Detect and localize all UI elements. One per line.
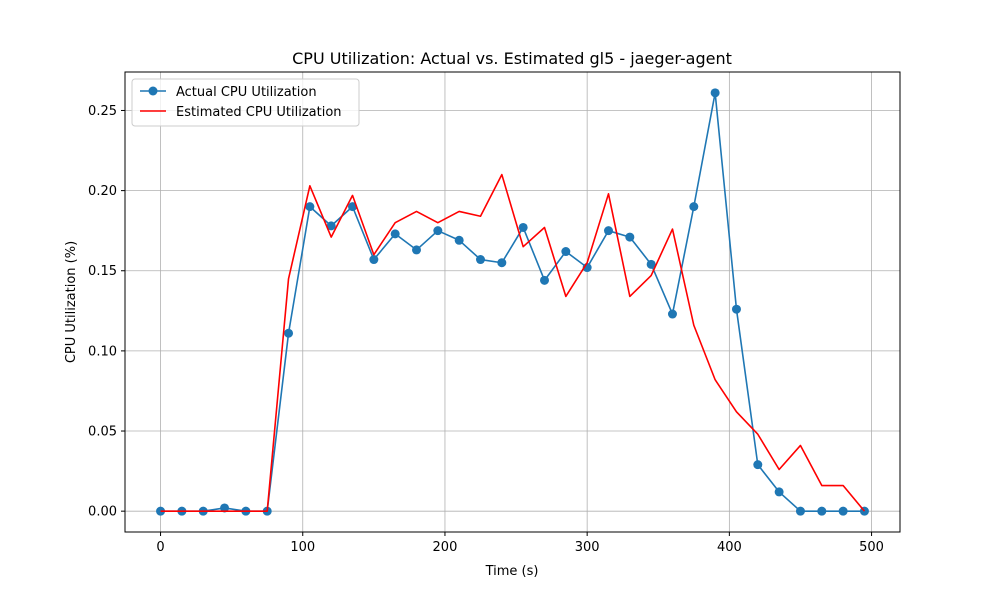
- legend-actual-marker: [148, 86, 158, 96]
- y-tick-label: 0.15: [88, 264, 117, 279]
- x-tick-label: 500: [859, 540, 884, 555]
- legend-box: [131, 78, 360, 127]
- x-tick-label: 200: [433, 540, 458, 555]
- grid-lines: [125, 72, 900, 532]
- data-point-actual: [838, 506, 848, 516]
- data-point-actual: [454, 235, 464, 245]
- data-point-actual: [774, 487, 784, 497]
- x-tick-label: 0: [156, 540, 164, 555]
- series-line-estimated: [160, 173, 866, 512]
- data-point-actual: [731, 304, 741, 314]
- data-point-actual: [390, 229, 400, 239]
- plot-area-frame: [124, 71, 901, 533]
- data-point-actual: [497, 258, 507, 268]
- chart-title: CPU Utilization: Actual vs. Estimated gl…: [292, 49, 732, 68]
- data-point-actual: [476, 255, 485, 265]
- data-point-actual: [689, 202, 699, 212]
- legend-estimated-label: Estimated CPU Utilization: [176, 105, 342, 120]
- data-point-actual: [795, 506, 805, 516]
- data-point-actual: [625, 232, 635, 242]
- data-point-actual: [348, 202, 358, 212]
- data-point-actual: [646, 259, 656, 269]
- x-tick-label: 300: [575, 540, 600, 555]
- data-point-actual: [326, 221, 336, 231]
- data-point-actual: [369, 255, 379, 265]
- data-point-actual: [518, 222, 528, 232]
- x-tick-label: 400: [717, 540, 742, 555]
- data-point-actual: [710, 88, 720, 98]
- plot-series: [156, 88, 869, 516]
- data-point-actual: [220, 503, 230, 513]
- y-tick-label: 0.25: [88, 104, 117, 119]
- y-tick-label: 0.10: [88, 344, 117, 359]
- y-tick-label: 0.00: [88, 505, 117, 520]
- data-point-actual: [603, 226, 613, 236]
- y-tick-label: 0.05: [88, 425, 117, 440]
- data-point-actual: [305, 202, 315, 212]
- legend-actual-label: Actual CPU Utilization: [176, 85, 317, 100]
- data-point-actual: [667, 309, 677, 319]
- data-point-actual: [561, 247, 571, 257]
- x-tick-label: 100: [290, 540, 315, 555]
- data-point-actual: [412, 245, 422, 255]
- data-point-actual: [433, 226, 443, 236]
- y-axis-label: CPU Utilization (%): [64, 241, 79, 363]
- data-point-actual: [540, 275, 549, 285]
- series-line-actual: [160, 92, 865, 512]
- data-point-actual: [753, 460, 763, 470]
- legend: Actual CPU Utilization Estimated CPU Uti…: [131, 78, 360, 127]
- data-point-actual: [817, 506, 827, 516]
- x-axis-label: Time (s): [485, 564, 539, 579]
- axis-ticks: 0 100 200 300 400 500 0.00 0.05 0.10 0.15 0.20 0.25: [88, 104, 884, 555]
- y-tick-label: 0.20: [88, 184, 117, 199]
- data-point-actual: [284, 328, 294, 338]
